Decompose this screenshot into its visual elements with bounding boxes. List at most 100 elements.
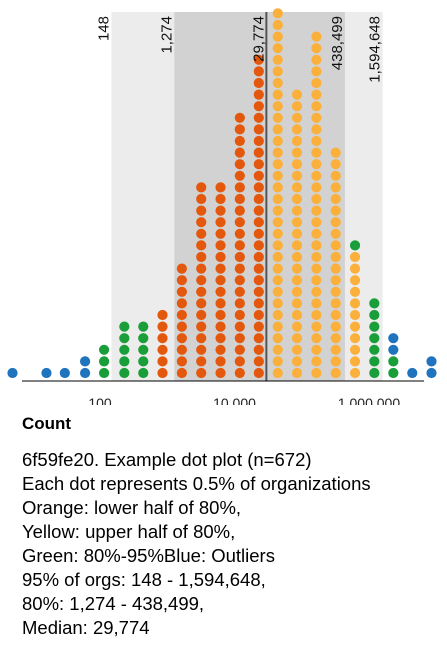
caption-line: Orange: lower half of 80%,: [22, 496, 371, 520]
dot-orange: [235, 298, 245, 308]
dot-yellow: [292, 287, 302, 297]
dot-yellow: [273, 217, 283, 227]
dot-yellow: [273, 113, 283, 123]
dot-yellow: [311, 333, 321, 343]
dot-orange: [235, 356, 245, 366]
caption: 6f59fe20. Example dot plot (n=672) Each …: [22, 448, 371, 640]
dot-yellow: [331, 148, 341, 158]
dot-orange: [235, 206, 245, 216]
dot-orange: [196, 310, 206, 320]
dot-yellow: [292, 217, 302, 227]
dot-yellow: [311, 206, 321, 216]
dot-orange: [254, 78, 264, 88]
dot-orange: [196, 264, 206, 274]
dot-orange: [254, 345, 264, 355]
dot-orange: [254, 229, 264, 239]
dot-yellow: [292, 124, 302, 134]
dot-orange: [235, 229, 245, 239]
dot-orange: [177, 298, 187, 308]
dot-blue: [407, 368, 417, 378]
dot-yellow: [331, 229, 341, 239]
dot-yellow: [292, 252, 302, 262]
dot-green: [119, 322, 129, 332]
dot-blue: [388, 333, 398, 343]
dot-blue: [7, 368, 17, 378]
dot-yellow: [292, 194, 302, 204]
dot-yellow: [273, 55, 283, 65]
dot-orange: [196, 287, 206, 297]
dot-yellow: [331, 333, 341, 343]
dot-orange: [196, 345, 206, 355]
dot-yellow: [311, 136, 321, 146]
dot-orange: [177, 287, 187, 297]
dot-yellow: [292, 229, 302, 239]
dot-yellow: [350, 287, 360, 297]
dot-green: [369, 310, 379, 320]
dot-yellow: [273, 333, 283, 343]
dot-green: [138, 356, 148, 366]
dot-orange: [254, 322, 264, 332]
dot-orange: [235, 217, 245, 227]
dot-orange: [235, 171, 245, 181]
dot-orange: [177, 264, 187, 274]
dot-orange: [254, 194, 264, 204]
dot-yellow: [331, 240, 341, 250]
dot-orange: [235, 124, 245, 134]
dot-orange: [157, 322, 167, 332]
reference-label: 29,774: [250, 16, 267, 62]
dot-orange: [215, 368, 225, 378]
dot-yellow: [273, 229, 283, 239]
dot-yellow: [292, 322, 302, 332]
dot-yellow: [311, 264, 321, 274]
dot-orange: [235, 287, 245, 297]
dot-yellow: [350, 264, 360, 274]
dot-orange: [254, 148, 264, 158]
dot-yellow: [273, 252, 283, 262]
dot-orange: [196, 322, 206, 332]
dot-orange: [254, 275, 264, 285]
dot-yellow: [350, 310, 360, 320]
dot-orange: [235, 240, 245, 250]
dot-yellow: [331, 345, 341, 355]
dot-orange: [215, 287, 225, 297]
caption-line: Yellow: upper half of 80%,: [22, 520, 371, 544]
dot-orange: [196, 252, 206, 262]
dot-yellow: [331, 217, 341, 227]
dot-yellow: [311, 31, 321, 41]
dot-yellow: [273, 136, 283, 146]
dot-orange: [215, 252, 225, 262]
dot-orange: [254, 368, 264, 378]
dot-yellow: [273, 90, 283, 100]
dot-orange: [157, 356, 167, 366]
dot-yellow: [311, 90, 321, 100]
dot-yellow: [292, 136, 302, 146]
dot-yellow: [331, 194, 341, 204]
dot-yellow: [350, 333, 360, 343]
dot-yellow: [331, 171, 341, 181]
x-tick-label: 1,000,000: [338, 395, 400, 405]
dot-orange: [254, 159, 264, 169]
dot-orange: [254, 310, 264, 320]
dot-orange: [254, 182, 264, 192]
dot-yellow: [273, 66, 283, 76]
dot-yellow: [273, 194, 283, 204]
dot-yellow: [292, 298, 302, 308]
dot-yellow: [273, 31, 283, 41]
dot-yellow: [331, 206, 341, 216]
dot-orange: [254, 333, 264, 343]
dot-orange: [196, 182, 206, 192]
dot-yellow: [292, 333, 302, 343]
dot-yellow: [331, 275, 341, 285]
dot-yellow: [292, 310, 302, 320]
caption-line: 6f59fe20. Example dot plot (n=672): [22, 448, 371, 472]
dot-green: [99, 368, 109, 378]
dot-yellow: [273, 322, 283, 332]
dot-orange: [177, 345, 187, 355]
dot-orange: [235, 264, 245, 274]
dot-orange: [215, 322, 225, 332]
dot-orange: [196, 275, 206, 285]
dot-yellow: [292, 345, 302, 355]
dot-yellow: [350, 368, 360, 378]
dot-yellow: [311, 182, 321, 192]
dot-yellow: [273, 345, 283, 355]
